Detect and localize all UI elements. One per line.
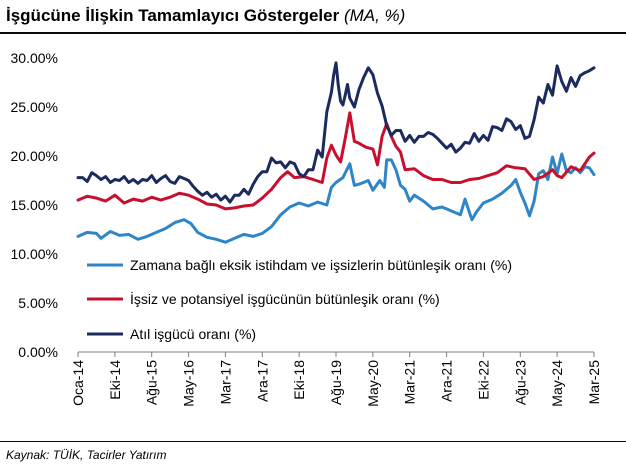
x-tick-label: Ara-17: [254, 360, 270, 402]
title-divider: [0, 32, 626, 34]
x-tick-label: May-24: [549, 360, 565, 407]
x-tick-label: Ağu-15: [144, 360, 160, 405]
line-chart: 0.00% 5.00% 10.00% 15.00% 20.00% 25.00% 30.00%…: [11, 50, 602, 407]
x-tick-label: Ağu-19: [328, 360, 344, 405]
y-tick-label: 10.00%: [11, 246, 58, 262]
y-tick-label: 5.00%: [18, 295, 58, 311]
x-tick-label: Oca-14: [70, 360, 86, 406]
y-tick-label: 15.00%: [11, 197, 58, 213]
chart-legend: Zamana bağlı eksik istihdam ve işsizleri…: [87, 257, 512, 342]
x-tick-label: Mar-17: [217, 360, 233, 405]
x-tick-label: Mar-25: [586, 360, 602, 405]
x-tick-label: Eki-14: [107, 360, 123, 400]
source-note: Kaynak: TÜİK, Tacirler Yatırım: [6, 448, 167, 462]
chart-axes: 0.00% 5.00% 10.00% 15.00% 20.00% 25.00% 30.00%…: [11, 50, 602, 407]
legend-label: Zamana bağlı eksik istihdam ve işsizleri…: [130, 257, 512, 273]
x-tick-label: Ara-21: [439, 360, 455, 402]
series-line-3: [76, 61, 596, 204]
chart-title-unit: (MA, %): [343, 6, 406, 25]
y-tick-label: 30.00%: [11, 50, 58, 66]
y-tick-label: 25.00%: [11, 99, 58, 115]
x-tick-label: May-16: [181, 360, 197, 407]
series-line-2: [76, 111, 596, 211]
chart-title: İşgücüne İlişkin Tamamlayıcı Göstergeler…: [6, 6, 405, 26]
chart-series: [76, 61, 596, 244]
legend-label: Atıl işgücü oranı (%): [130, 326, 256, 342]
x-tick-label: Eki-22: [475, 360, 491, 400]
series-line-1: [76, 152, 596, 244]
x-tick-label: Ağu-23: [512, 360, 528, 405]
chart-title-main: İşgücüne İlişkin Tamamlayıcı Göstergeler: [6, 6, 340, 25]
source-divider: [0, 441, 626, 442]
x-tick-label: May-20: [365, 360, 381, 407]
x-tick-label: Eki-18: [291, 360, 307, 400]
y-tick-label: 0.00%: [18, 344, 58, 360]
y-tick-label: 20.00%: [11, 148, 58, 164]
x-tick-label: Mar-21: [402, 360, 418, 405]
legend-label: İşsiz ve potansiyel işgücünün bütünleşik…: [130, 290, 440, 307]
